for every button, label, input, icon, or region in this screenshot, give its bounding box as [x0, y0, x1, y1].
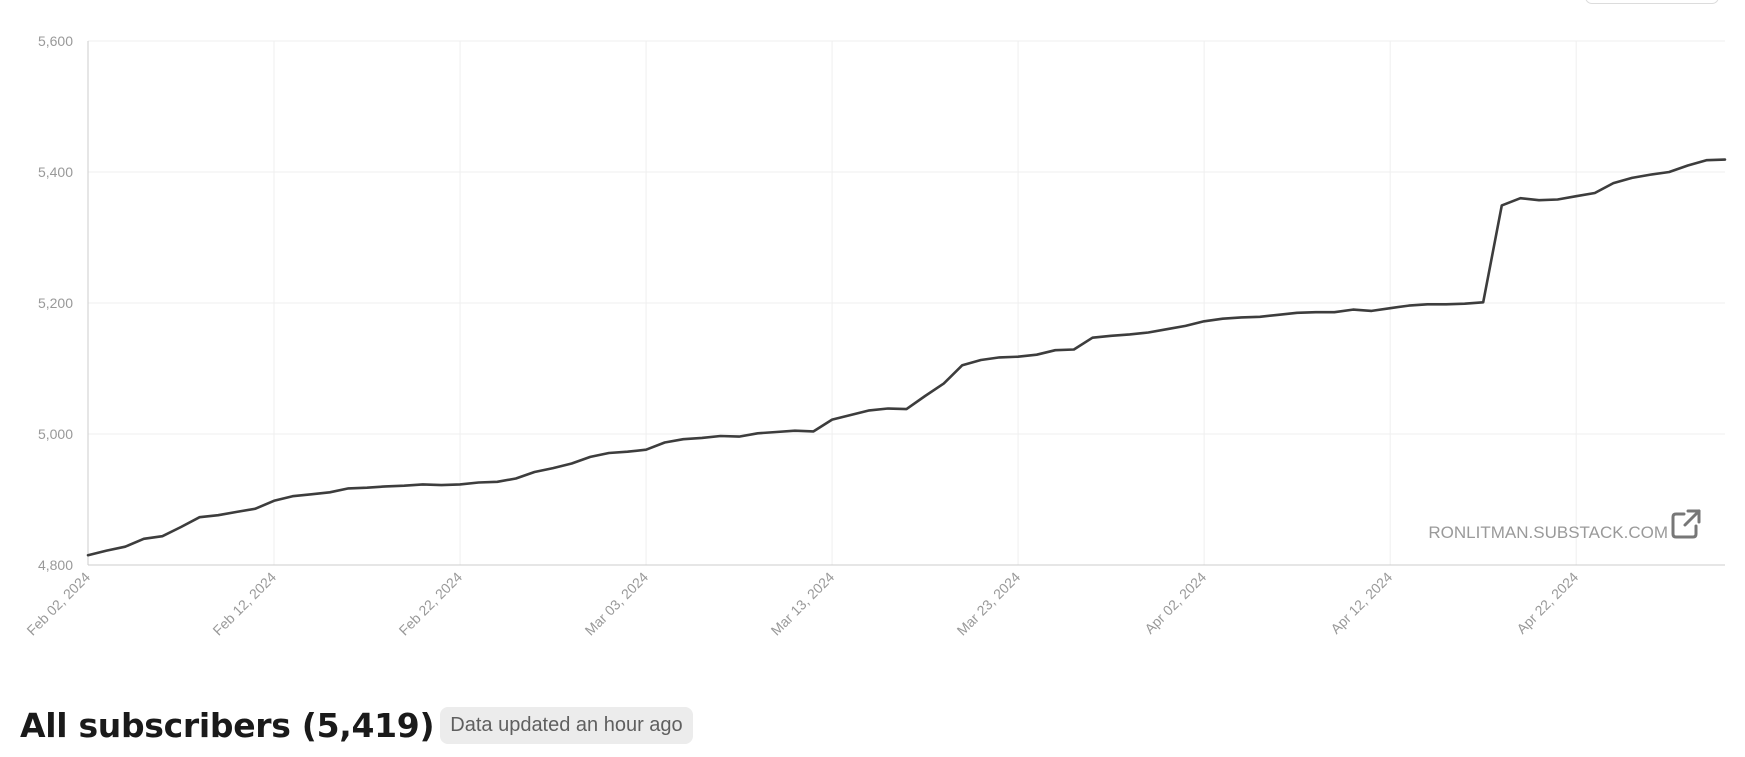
x-tick-label: Mar 13, 2024: [768, 569, 838, 639]
watermark-text: RONLITMAN.SUBSTACK.COM: [1428, 523, 1668, 542]
x-tick-label: Feb 12, 2024: [209, 569, 279, 639]
external-link-icon[interactable]: [1671, 509, 1701, 539]
section-title: All subscribers (5,419): [20, 706, 435, 745]
x-tick-label: Feb 22, 2024: [396, 569, 466, 639]
x-tick-label: Mar 23, 2024: [954, 569, 1024, 639]
y-tick-labels: 4,800 5,000 5,200 5,400 5,600: [38, 33, 73, 573]
x-tick-label: Feb 02, 2024: [23, 569, 93, 639]
update-status-badge: Data updated an hour ago: [440, 707, 693, 744]
x-tick-label: Mar 03, 2024: [582, 569, 652, 639]
x-tick-label: Apr 02, 2024: [1141, 569, 1209, 637]
chart-footer: All subscribers (5,419) Data updated an …: [20, 706, 693, 745]
x-tick-label: Apr 22, 2024: [1513, 569, 1581, 637]
x-tick-label: Apr 12, 2024: [1327, 569, 1395, 637]
y-tick-label: 5,200: [38, 295, 73, 311]
y-tick-label: 5,600: [38, 33, 73, 49]
y-tick-label: 5,000: [38, 426, 73, 442]
axes: [87, 41, 1725, 566]
x-tick-labels: Feb 02, 2024 Feb 12, 2024 Feb 22, 2024 Mar …: [23, 569, 1581, 639]
subscriber-series-line: [86, 158, 1727, 557]
y-tick-label: 4,800: [38, 557, 73, 573]
y-tick-label: 5,400: [38, 164, 73, 180]
watermark[interactable]: RONLITMAN.SUBSTACK.COM: [1428, 509, 1701, 542]
